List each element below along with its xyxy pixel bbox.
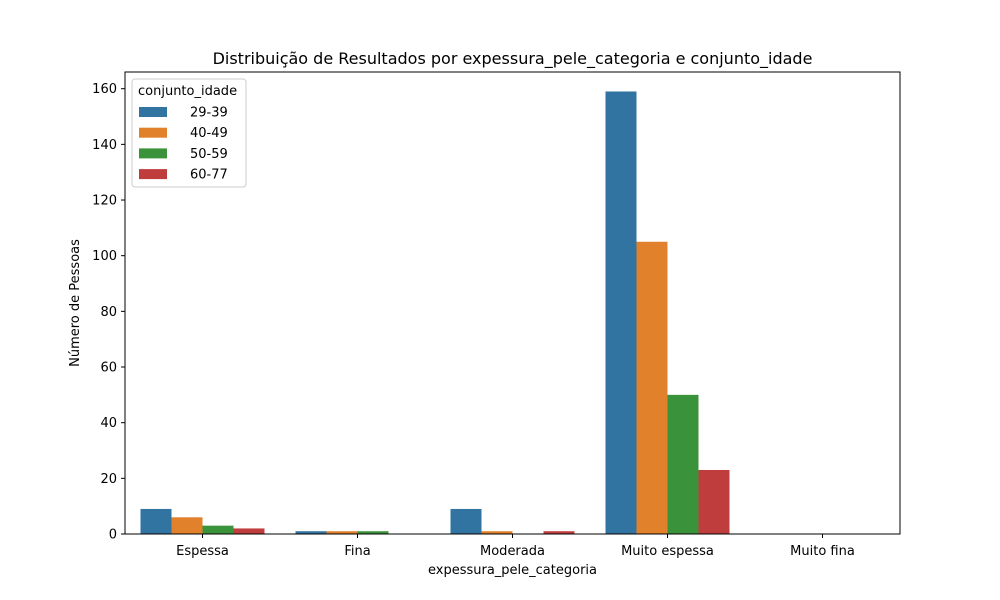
y-tick-label: 0 [109,528,117,543]
y-tick-label: 80 [100,305,117,320]
bar-29-39-muito-espessa [605,91,637,534]
bar-50-59-fina [357,531,389,534]
legend-title: conjunto_idade [138,84,237,99]
bar-60-77-muito-espessa [698,469,730,534]
bar-40-49-moderada [481,531,513,534]
legend-swatch-29-39 [139,107,167,117]
plot-area: 0 20 40 60 80 100 120 140 160 Espessa Fina Moderada… [92,71,901,559]
y-tick-label: 120 [92,194,117,209]
bar-40-49-espessa [171,517,203,534]
legend-box [131,78,247,188]
y-tick-label: 60 [100,361,117,376]
bar-60-77-espessa [233,528,265,534]
y-tick-label: 20 [100,472,117,487]
x-axis-label: expessura_pele_categoria [428,563,597,578]
legend-label-60-77: 60-77 [190,168,228,183]
bar-50-59-espessa [202,525,234,534]
legend-swatch-60-77 [139,169,167,180]
x-tick-label: Muito fina [790,544,855,559]
y-axis-label: Número de Pessoas [68,239,83,367]
y-tick-label: 40 [100,416,117,431]
legend-swatch-40-49 [139,127,167,138]
bar-50-59-muito-espessa [667,394,699,534]
legend-label-29-39: 29-39 [190,106,228,121]
bar-40-49-fina [326,531,358,534]
x-tick-label: Moderada [480,544,545,559]
legend-label-40-49: 40-49 [190,126,228,141]
bar-29-39-espessa [140,508,172,534]
bar-29-39-moderada [450,508,482,534]
bar-40-49-muito-espessa [636,241,668,534]
bar-60-77-moderada [543,531,575,534]
y-tick-label: 140 [92,138,117,153]
legend-swatch-50-59 [139,148,167,159]
bar-29-39-fina [295,531,327,534]
y-tick-label: 100 [92,249,117,264]
legend: conjunto_idade 29-39 40-49 50-59 60-77 [131,78,247,188]
legend-label-50-59: 50-59 [190,147,228,162]
chart-title: Distribuição de Resultados por expessura… [213,49,813,69]
x-tick-label: Muito espessa [621,544,714,559]
x-tick-label: Espessa [176,544,229,559]
y-tick-label: 160 [92,82,117,97]
x-tick-label: Fina [344,544,370,559]
